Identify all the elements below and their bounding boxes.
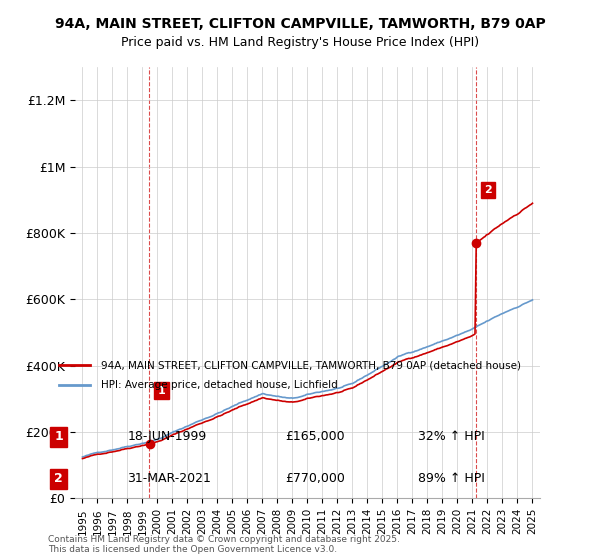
Text: HPI: Average price, detached house, Lichfield: HPI: Average price, detached house, Lich… (101, 380, 338, 390)
Text: 32% ↑ HPI: 32% ↑ HPI (418, 430, 484, 444)
Text: Price paid vs. HM Land Registry's House Price Index (HPI): Price paid vs. HM Land Registry's House … (121, 36, 479, 49)
Text: 31-MAR-2021: 31-MAR-2021 (127, 472, 211, 486)
Text: 1: 1 (54, 430, 63, 444)
Text: Contains HM Land Registry data © Crown copyright and database right 2025.
This d: Contains HM Land Registry data © Crown c… (48, 535, 400, 554)
Text: 94A, MAIN STREET, CLIFTON CAMPVILLE, TAMWORTH, B79 0AP: 94A, MAIN STREET, CLIFTON CAMPVILLE, TAM… (55, 17, 545, 31)
Text: 2: 2 (54, 472, 63, 486)
Text: 2: 2 (484, 185, 492, 195)
Text: £770,000: £770,000 (286, 472, 346, 486)
Text: £165,000: £165,000 (286, 430, 345, 444)
Text: 89% ↑ HPI: 89% ↑ HPI (418, 472, 484, 486)
Text: 94A, MAIN STREET, CLIFTON CAMPVILLE, TAMWORTH, B79 0AP (detached house): 94A, MAIN STREET, CLIFTON CAMPVILLE, TAM… (101, 361, 521, 370)
Text: 18-JUN-1999: 18-JUN-1999 (127, 430, 206, 444)
Text: 1: 1 (158, 386, 165, 395)
